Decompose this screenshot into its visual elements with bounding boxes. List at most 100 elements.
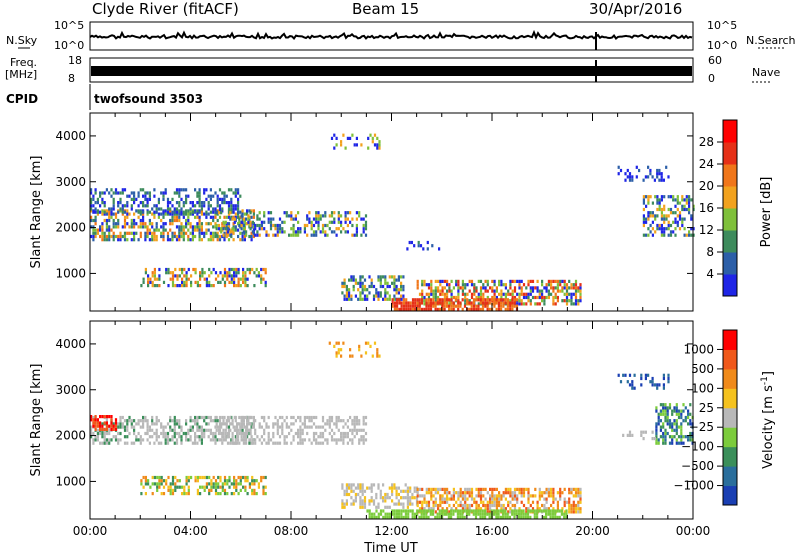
heatmap-cell (234, 228, 237, 232)
heatmap-cell (235, 482, 238, 486)
heatmap-cell (242, 435, 245, 439)
heatmap-cell (676, 214, 679, 218)
heatmap-cell (333, 217, 336, 221)
heatmap-cell (364, 438, 368, 442)
heatmap-cell (533, 512, 536, 516)
heatmap-cell (472, 301, 476, 305)
heatmap-cell (414, 304, 417, 308)
heatmap-cell (260, 227, 263, 231)
heatmap-cell (215, 211, 218, 215)
heatmap-cell (182, 188, 185, 192)
heatmap-cell (217, 428, 221, 432)
heatmap-cell (227, 225, 231, 229)
heatmap-cell (212, 238, 215, 242)
heatmap-cell (579, 494, 582, 498)
heatmap-cell (649, 223, 652, 228)
heatmap-cell (215, 227, 218, 231)
velocity-xaxis: 00:00 04:00 08:00 12:00 16:00 20:00 00:00 (73, 321, 710, 538)
heatmap-cell (348, 294, 351, 298)
heatmap-cell (237, 215, 240, 219)
heatmap-cell (236, 425, 239, 429)
heatmap-cell (251, 267, 254, 272)
heatmap-cell (230, 207, 233, 211)
heatmap-cell (101, 415, 104, 419)
colorbar-segment (723, 142, 737, 165)
heatmap-cell (167, 267, 170, 272)
heatmap-cell (92, 234, 95, 239)
heatmap-cell (355, 136, 358, 140)
heatmap-cell (173, 431, 176, 436)
heatmap-cell (663, 217, 666, 221)
heatmap-cell (687, 435, 690, 439)
heatmap-cell (359, 502, 362, 506)
heatmap-cell (556, 491, 559, 495)
heatmap-cell (416, 500, 419, 504)
heatmap-cell (315, 230, 318, 234)
heatmap-cell (448, 302, 451, 306)
heatmap-cell (142, 277, 145, 281)
heatmap-cell (333, 211, 336, 215)
heatmap-cell (103, 210, 106, 214)
heatmap-cell (400, 509, 403, 513)
heatmap-cell (114, 191, 118, 195)
heatmap-cell (164, 228, 167, 232)
heatmap-cell (299, 428, 302, 432)
heatmap-cell (351, 431, 354, 436)
heatmap-cell (345, 291, 348, 295)
heatmap-cell (366, 486, 369, 490)
heatmap-cell (162, 215, 165, 219)
heatmap-cell (346, 136, 349, 140)
heatmap-cell (185, 274, 188, 278)
heatmap-cell (200, 438, 203, 442)
heatmap-cell (251, 230, 254, 234)
heatmap-cell (466, 487, 469, 491)
heatmap-cell (162, 479, 166, 483)
heatmap-cell (194, 234, 197, 239)
heatmap-cell (662, 409, 665, 413)
heatmap-cell (171, 479, 175, 483)
heatmap-cell (149, 280, 152, 284)
heatmap-cell (484, 298, 487, 302)
heatmap-cell (357, 486, 360, 490)
heatmap-cell (198, 238, 201, 242)
heatmap-cell (425, 503, 428, 508)
heatmap-cell (384, 281, 387, 285)
heatmap-cell (162, 234, 165, 239)
heatmap-cell (372, 499, 376, 503)
heatmap-cell (662, 178, 665, 182)
heatmap-cell (574, 295, 578, 300)
heatmap-cell (354, 281, 357, 285)
heatmap-cell (340, 354, 343, 358)
heatmap-cell (384, 505, 387, 509)
heatmap-cell (205, 222, 208, 226)
heatmap-cell (240, 425, 243, 429)
heatmap-cell (400, 304, 403, 308)
heatmap-cell (577, 302, 580, 306)
heatmap-cell (351, 233, 354, 237)
heatmap-cell (579, 497, 582, 501)
heatmap-cell (450, 279, 453, 283)
heatmap-cell (495, 286, 498, 290)
heatmap-cell (346, 435, 349, 439)
heatmap-cell (176, 284, 179, 288)
heatmap-cell (171, 482, 175, 486)
heatmap-cell (144, 191, 147, 195)
heatmap-cell (216, 197, 219, 201)
heatmap-cell (153, 284, 156, 288)
heatmap-cell (685, 207, 688, 212)
heatmap-cell (156, 482, 159, 486)
heatmap-cell (182, 201, 185, 205)
heatmap-cell (432, 301, 435, 305)
heatmap-cell (155, 438, 158, 442)
heatmap-cell (655, 441, 658, 445)
heatmap-cell (513, 301, 516, 305)
heatmap-cell (255, 479, 258, 483)
heatmap-cell (400, 307, 403, 311)
heatmap-cell (531, 286, 535, 290)
heatmap-cell (527, 500, 530, 504)
heatmap-cell (664, 403, 667, 407)
heatmap-cell (547, 509, 550, 513)
heatmap-cell (493, 500, 496, 504)
heatmap-cell (144, 415, 147, 420)
heatmap-cell (164, 438, 167, 442)
